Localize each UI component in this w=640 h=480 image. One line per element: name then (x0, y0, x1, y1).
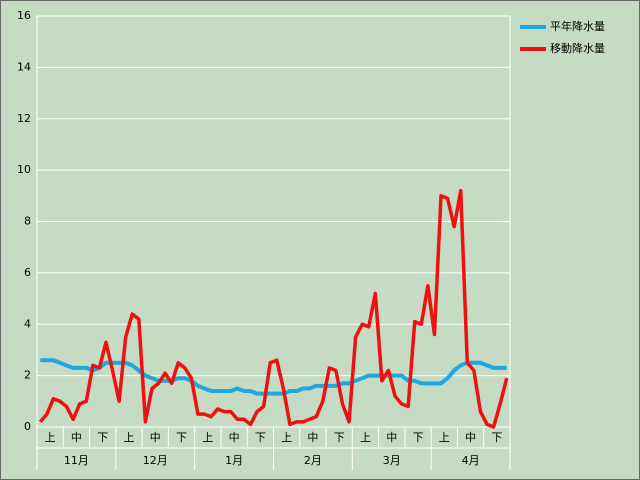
y-tick-label: 12 (17, 112, 31, 125)
month-label: 2月 (304, 454, 322, 467)
x-tick-label: 中 (465, 431, 476, 444)
y-tick-label: 4 (24, 317, 31, 330)
x-tick-label: 中 (71, 431, 82, 444)
y-tick-label: 2 (24, 369, 31, 382)
x-tick-label: 上 (123, 431, 134, 444)
series-line (40, 358, 507, 396)
y-tick-label: 10 (17, 163, 31, 176)
y-tick-label: 16 (17, 9, 31, 22)
x-tick-label: 上 (45, 431, 56, 444)
legend-label: 移動降水量 (550, 41, 605, 55)
x-tick-label: 中 (150, 431, 161, 444)
x-tick-label: 中 (307, 431, 318, 444)
y-tick-label: 6 (24, 266, 31, 279)
x-tick-label: 上 (360, 431, 371, 444)
x-tick-label: 下 (97, 431, 108, 444)
x-tick-label: 下 (491, 431, 502, 444)
month-label: 4月 (462, 454, 480, 467)
series-line (38, 188, 509, 429)
y-tick-label: 8 (24, 215, 31, 228)
x-tick-label: 下 (255, 431, 266, 444)
legend-label: 平年降水量 (550, 19, 605, 33)
y-tick-label: 0 (24, 420, 31, 433)
month-label: 11月 (64, 454, 89, 467)
month-label: 3月 (383, 454, 401, 467)
x-tick-label: 上 (202, 431, 213, 444)
month-label: 12月 (143, 454, 168, 467)
x-tick-label: 下 (176, 431, 187, 444)
x-tick-label: 上 (439, 431, 450, 444)
month-label: 1月 (225, 454, 243, 467)
x-tick-label: 下 (413, 431, 424, 444)
x-tick-label: 中 (386, 431, 397, 444)
x-tick-label: 下 (334, 431, 345, 444)
x-tick-label: 上 (281, 431, 292, 444)
y-tick-label: 14 (17, 60, 31, 73)
x-tick-label: 中 (229, 431, 240, 444)
